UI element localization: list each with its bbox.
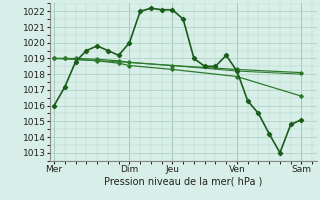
X-axis label: Pression niveau de la mer( hPa ): Pression niveau de la mer( hPa ) (104, 177, 262, 187)
